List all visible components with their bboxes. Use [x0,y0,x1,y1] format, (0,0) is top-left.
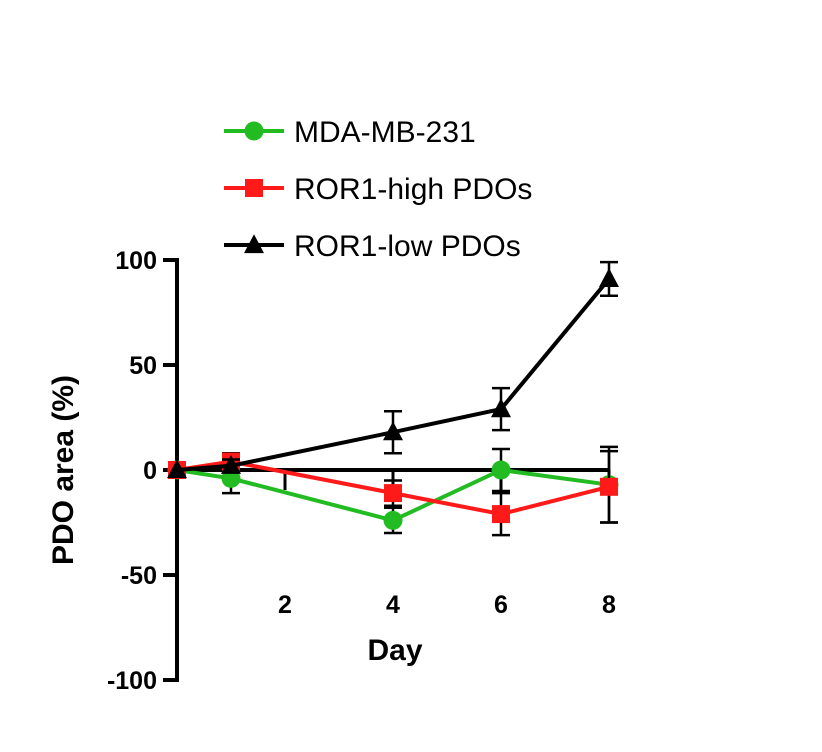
data-point [600,477,618,496]
y-tick-label: -100 [107,667,157,695]
x-tick-label: 4 [386,591,400,619]
x-tick-label: 8 [602,591,616,619]
legend-marker [244,121,264,141]
series-ROR1-low PDOs [167,260,619,479]
data-point [491,460,511,480]
y-tick-label: 0 [143,457,157,485]
x-axis-title: Day [367,634,422,667]
data-point [599,268,619,287]
legend-label: ROR1-low PDOs [294,230,521,263]
ticks: 100 50 0 -50 -100 2 4 6 8 [107,247,616,695]
series-group [167,260,619,537]
data-point [492,505,510,524]
y-tick-label: 50 [129,352,157,380]
legend-marker [244,234,264,254]
y-tick-label: 100 [115,247,157,275]
x-tick-label: 6 [494,591,508,619]
legend: MDA-MB-231 ROR1-high PDOs ROR1-low PDOs [224,116,532,263]
y-tick-label: -50 [121,562,157,590]
data-point [221,455,241,474]
data-point [491,398,511,418]
data-point [384,484,402,503]
legend-item: ROR1-low PDOs [224,230,521,263]
legend-label: MDA-MB-231 [294,116,476,149]
data-point [383,421,403,441]
legend-marker [245,179,263,197]
legend-item: MDA-MB-231 [224,116,476,149]
y-axis-title: PDO area (%) [47,375,80,565]
data-point [383,510,403,530]
data-point [167,459,187,479]
x-tick-label: 2 [278,591,292,619]
legend-label: ROR1-high PDOs [294,173,532,206]
legend-item: ROR1-high PDOs [224,173,532,206]
